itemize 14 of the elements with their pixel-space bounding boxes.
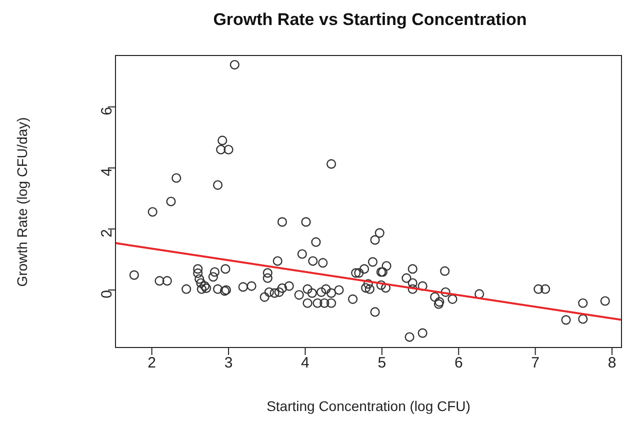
x-tick-label: 3: [224, 354, 233, 372]
x-tick-label: 2: [148, 354, 156, 372]
y-axis-title: Growth Rate (log CFU/day): [14, 116, 30, 286]
y-tick-label: 6: [98, 106, 116, 116]
x-tick-label: 5: [378, 354, 386, 372]
y-tick-label: 2: [98, 228, 116, 238]
x-tick-label: 7: [531, 354, 540, 372]
x-tick-label: 6: [454, 354, 463, 372]
y-tick-label: 4: [98, 168, 116, 176]
x-tick-label: 4: [301, 354, 310, 372]
x-axis-title: Starting Concentration (log CFU): [266, 398, 472, 414]
y-tick-label: 0: [98, 290, 116, 298]
chart-title: Growth Rate vs Starting Concentration: [212, 10, 528, 30]
x-tick-label: 8: [608, 354, 616, 372]
